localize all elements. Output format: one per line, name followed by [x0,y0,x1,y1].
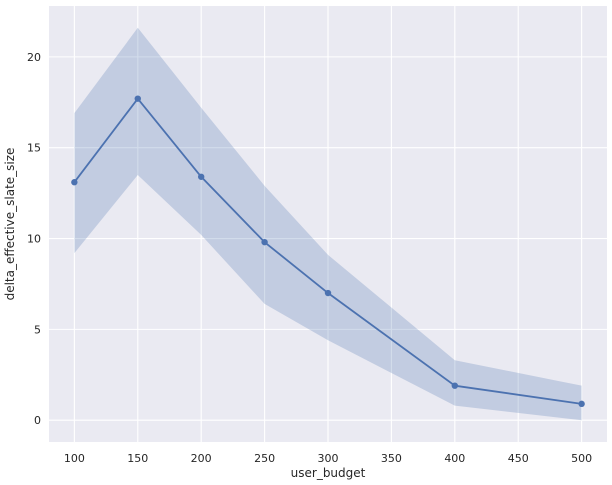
x-tick-label: 250 [254,452,275,465]
x-tick-label: 500 [571,452,592,465]
confidence-band [74,27,582,421]
y-tick-label: 15 [27,142,41,155]
data-point [261,238,268,246]
y-tick-labels: 0 5 10 15 20 [27,51,41,427]
x-tick-label: 100 [64,452,85,465]
x-tick-label: 400 [444,452,465,465]
x-tick-label: 450 [508,452,529,465]
data-point [71,179,78,186]
y-tick-label: 20 [27,51,41,64]
data-point [324,289,332,297]
gridlines [49,6,607,442]
x-axis-label: user_budget [291,466,366,480]
x-tick-label: 300 [318,452,339,465]
data-point [578,400,585,408]
x-tick-label: 150 [127,452,148,465]
y-tick-label: 5 [34,323,41,336]
x-tick-labels: 100 150 200 250 300 350 400 450 500 [64,452,592,465]
x-tick-label: 350 [381,452,402,465]
data-point [451,382,459,389]
data-points [71,95,585,408]
x-tick-label: 200 [191,452,212,465]
y-axis-label: delta_effective_slate_size [3,148,17,301]
y-tick-label: 10 [27,233,41,246]
y-tick-label: 0 [34,414,41,427]
data-point [197,173,205,180]
data-point [134,95,141,102]
